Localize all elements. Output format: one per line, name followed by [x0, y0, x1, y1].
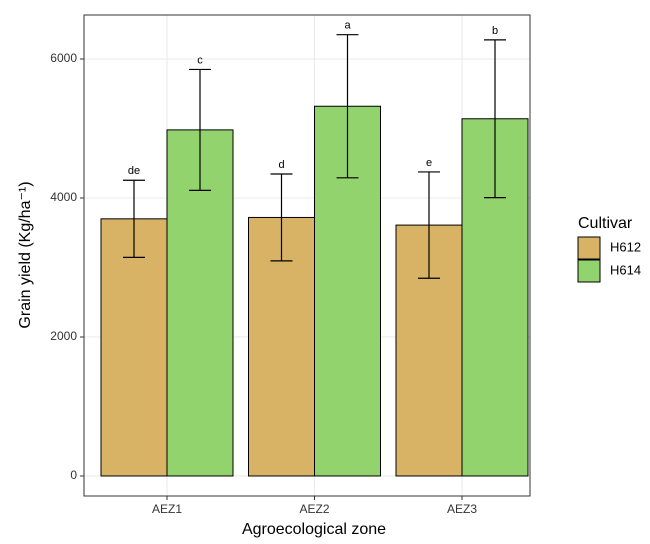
error-bar — [123, 179, 145, 259]
panel-border — [83, 14, 531, 497]
legend-label: H614 — [610, 262, 641, 277]
significance-label: a — [344, 20, 351, 32]
significance-label: d — [278, 159, 284, 171]
error-bar — [484, 39, 506, 199]
legend-title: Cultivar — [578, 215, 633, 232]
y-axis-label: Grain yield (Kg/ha⁻¹) — [17, 181, 34, 328]
error-bar — [270, 173, 293, 262]
legend-label: H612 — [610, 239, 641, 254]
error-bar — [336, 34, 359, 179]
significance-label: c — [197, 54, 203, 66]
x-tick-label: AEZ1 — [152, 502, 182, 516]
x-tick-label: AEZ3 — [447, 502, 477, 516]
y-tick-label: 6000 — [50, 51, 77, 65]
x-axis-label: Agroecological zone — [242, 521, 386, 538]
error-bar — [189, 68, 211, 191]
x-tick-label: AEZ2 — [299, 502, 329, 516]
significance-label: de — [128, 165, 140, 177]
y-tick-label: 4000 — [50, 190, 77, 204]
significance-label: b — [492, 25, 498, 37]
y-tick-label: 0 — [70, 468, 77, 482]
legend-key — [577, 259, 601, 283]
y-tick-label: 2000 — [50, 329, 77, 343]
significance-label: e — [426, 157, 432, 169]
error-bar — [418, 171, 440, 279]
legend-key — [577, 236, 601, 260]
